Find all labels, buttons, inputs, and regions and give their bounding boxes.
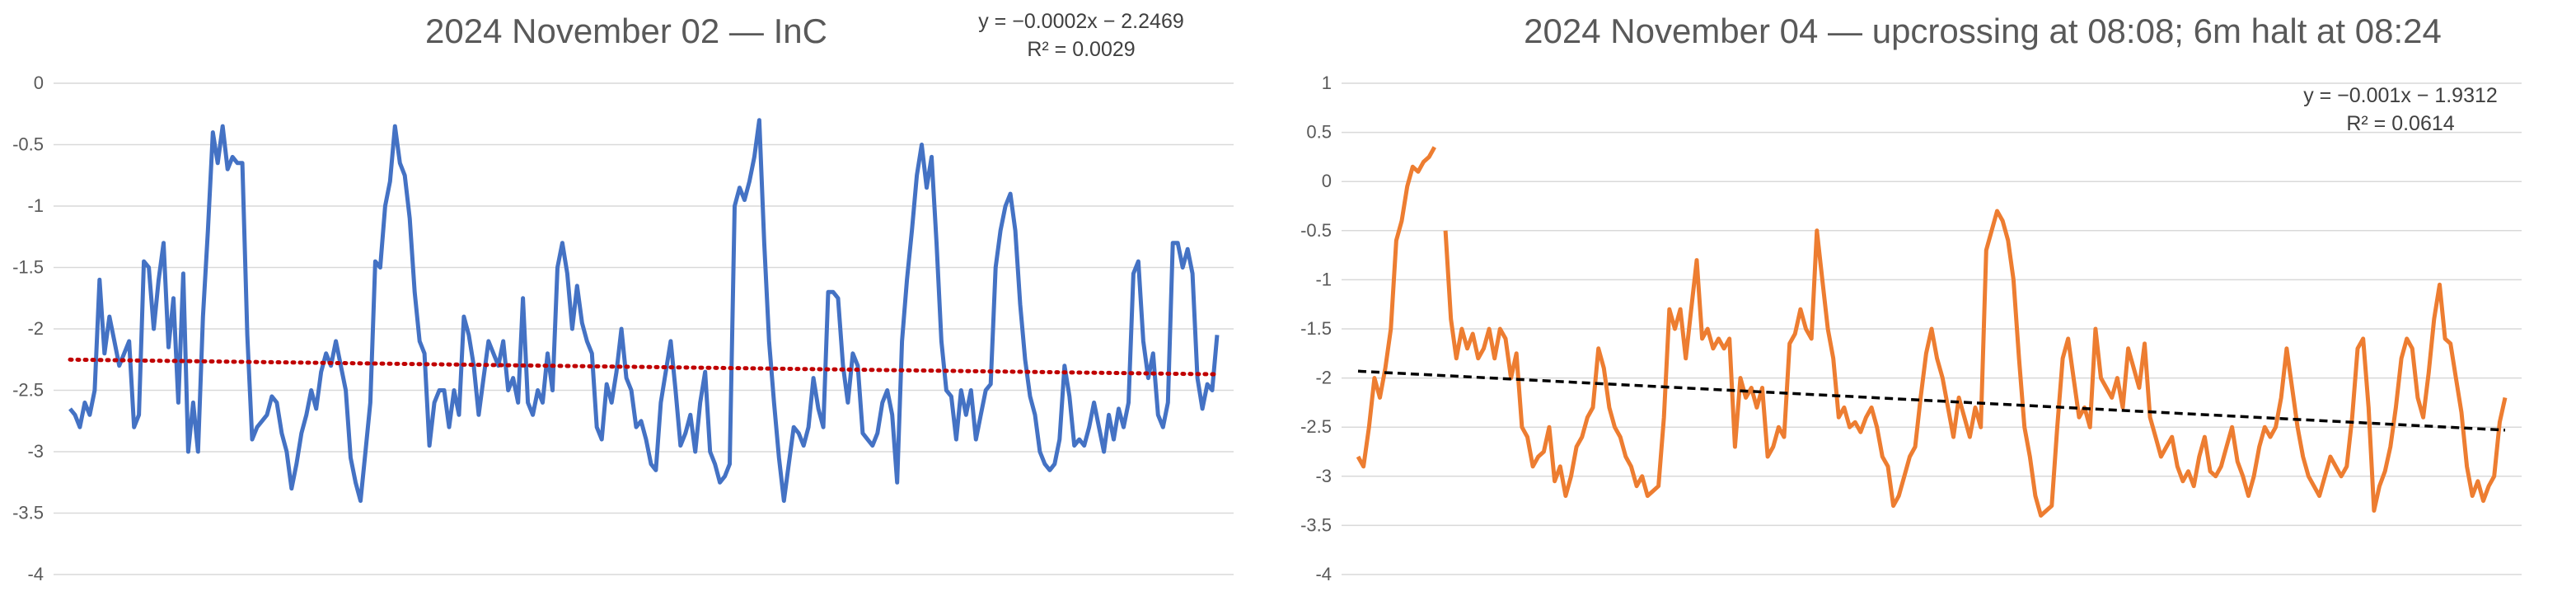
chart-right-y-tick-label: -2 bbox=[1315, 368, 1332, 388]
chart-right-y-tick-label: -2.5 bbox=[1300, 416, 1332, 437]
chart-right-title: 2024 November 04 — upcrossing at 08:08; … bbox=[1524, 12, 2442, 50]
chart-left-y-tick-label: -4 bbox=[27, 564, 44, 584]
chart-right-r-squared: R² = 0.0614 bbox=[2346, 112, 2454, 135]
chart-left-y-tick-label: 0 bbox=[34, 73, 44, 93]
chart-right-trendline-equation: y = −0.001x − 1.9312 bbox=[2303, 84, 2498, 107]
chart-right-svg: 2024 November 04 — upcrossing at 08:08; … bbox=[1300, 12, 2522, 584]
chart-left-y-tick-label: -3.5 bbox=[12, 503, 44, 523]
chart-right-y-tick-label: -1 bbox=[1315, 269, 1332, 289]
chart-right-y-tick-label: -4 bbox=[1315, 564, 1332, 584]
chart-right-plot-area bbox=[1356, 146, 2508, 518]
chart-left-y-tick-label: -2.5 bbox=[12, 380, 44, 401]
chart-right-panel: 2024 November 04 — upcrossing at 08:08; … bbox=[1288, 0, 2576, 591]
chart-right-trendline bbox=[1357, 369, 2506, 432]
chart-left-svg: 2024 November 02 — InC y = −0.0002x − 2.… bbox=[12, 10, 1234, 584]
chart-left-y-tick-label: -1 bbox=[27, 195, 44, 216]
chart-right-y-axis: 1 0.5 0 -0.5 -1 -1.5 -2 -2.5 -3 -3.5 -4 bbox=[1300, 73, 1332, 584]
chart-right-gridlines bbox=[1342, 82, 2522, 575]
chart-right-y-tick-label: -1.5 bbox=[1300, 318, 1332, 339]
chart-right-y-tick-label: 0.5 bbox=[1306, 122, 1332, 143]
chart-right-y-tick-label: -3.5 bbox=[1300, 514, 1332, 535]
chart-right-y-tick-label: -0.5 bbox=[1300, 220, 1332, 241]
chart-left-y-tick-label: -1.5 bbox=[12, 257, 44, 278]
chart-left-title: 2024 November 02 — InC bbox=[425, 12, 827, 50]
chart-left-trendline bbox=[68, 357, 1220, 377]
chart-left-y-tick-label: -2 bbox=[27, 318, 44, 339]
chart-left-series-line bbox=[68, 118, 1220, 504]
chart-left-y-tick-label: -0.5 bbox=[12, 134, 44, 155]
chart-right-series-line bbox=[1356, 146, 2508, 518]
chart-left-r-squared: R² = 0.0029 bbox=[1027, 38, 1135, 61]
chart-left-trendline-equation: y = −0.0002x − 2.2469 bbox=[978, 10, 1184, 33]
chart-left-y-tick-label: -3 bbox=[27, 441, 44, 462]
chart-right-y-tick-label: 0 bbox=[1322, 171, 1332, 191]
chart-left-y-axis: 0 -0.5 -1 -1.5 -2 -2.5 -3 -3.5 -4 bbox=[12, 73, 44, 584]
chart-left-panel: 2024 November 02 — InC y = −0.0002x − 2.… bbox=[12, 10, 1234, 584]
chart-left-plot-area bbox=[68, 118, 1220, 504]
chart-right-y-tick-label: 1 bbox=[1322, 73, 1332, 93]
chart-right-y-tick-label: -3 bbox=[1315, 466, 1332, 486]
